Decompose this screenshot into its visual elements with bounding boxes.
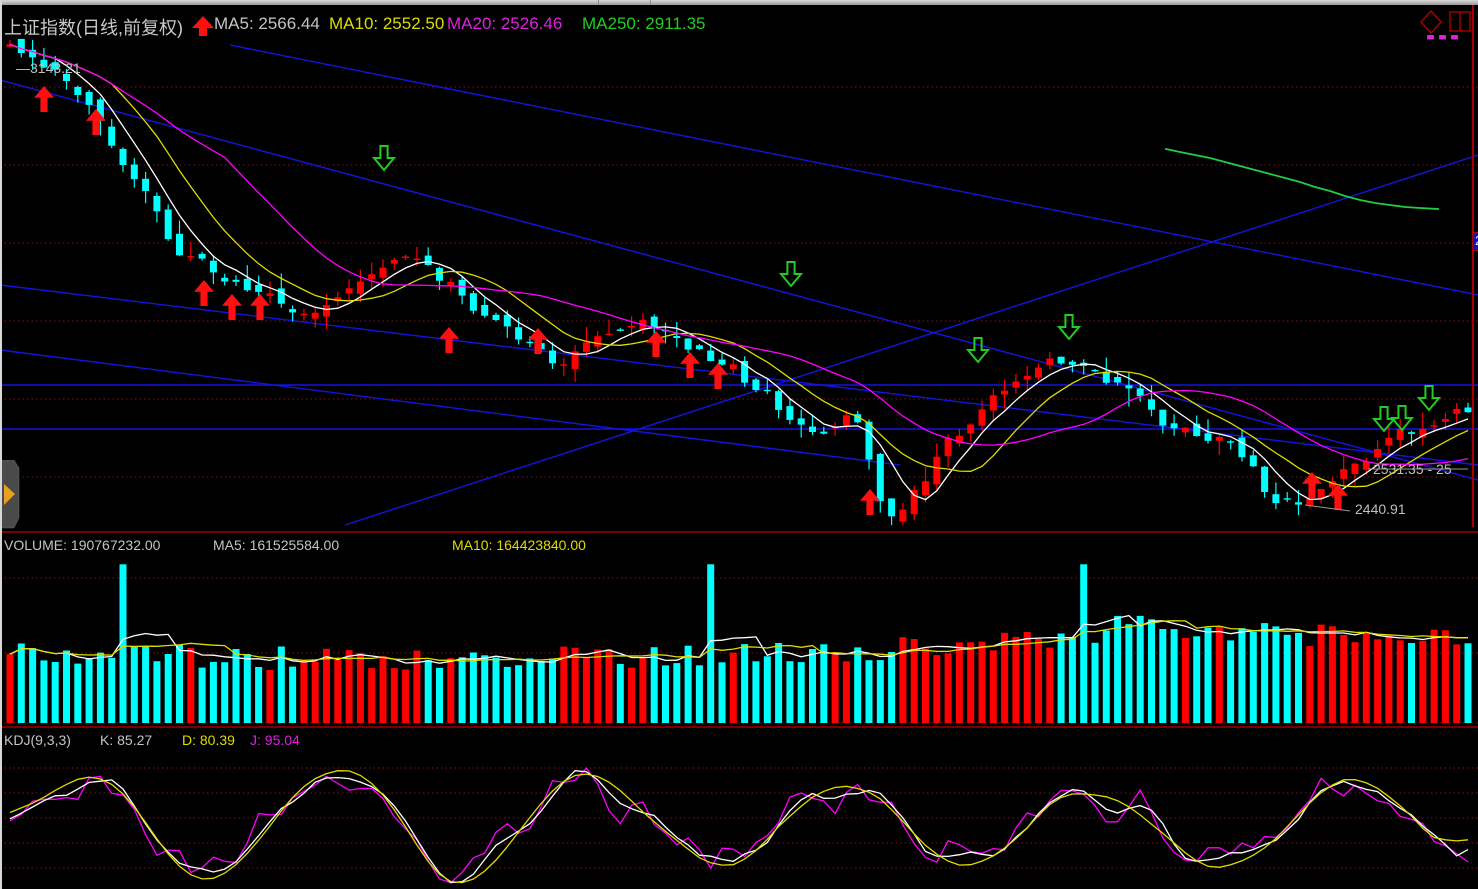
svg-text:―3143.21: ―3143.21 [16,60,81,76]
svg-text:2440.91: 2440.91 [1355,501,1406,517]
